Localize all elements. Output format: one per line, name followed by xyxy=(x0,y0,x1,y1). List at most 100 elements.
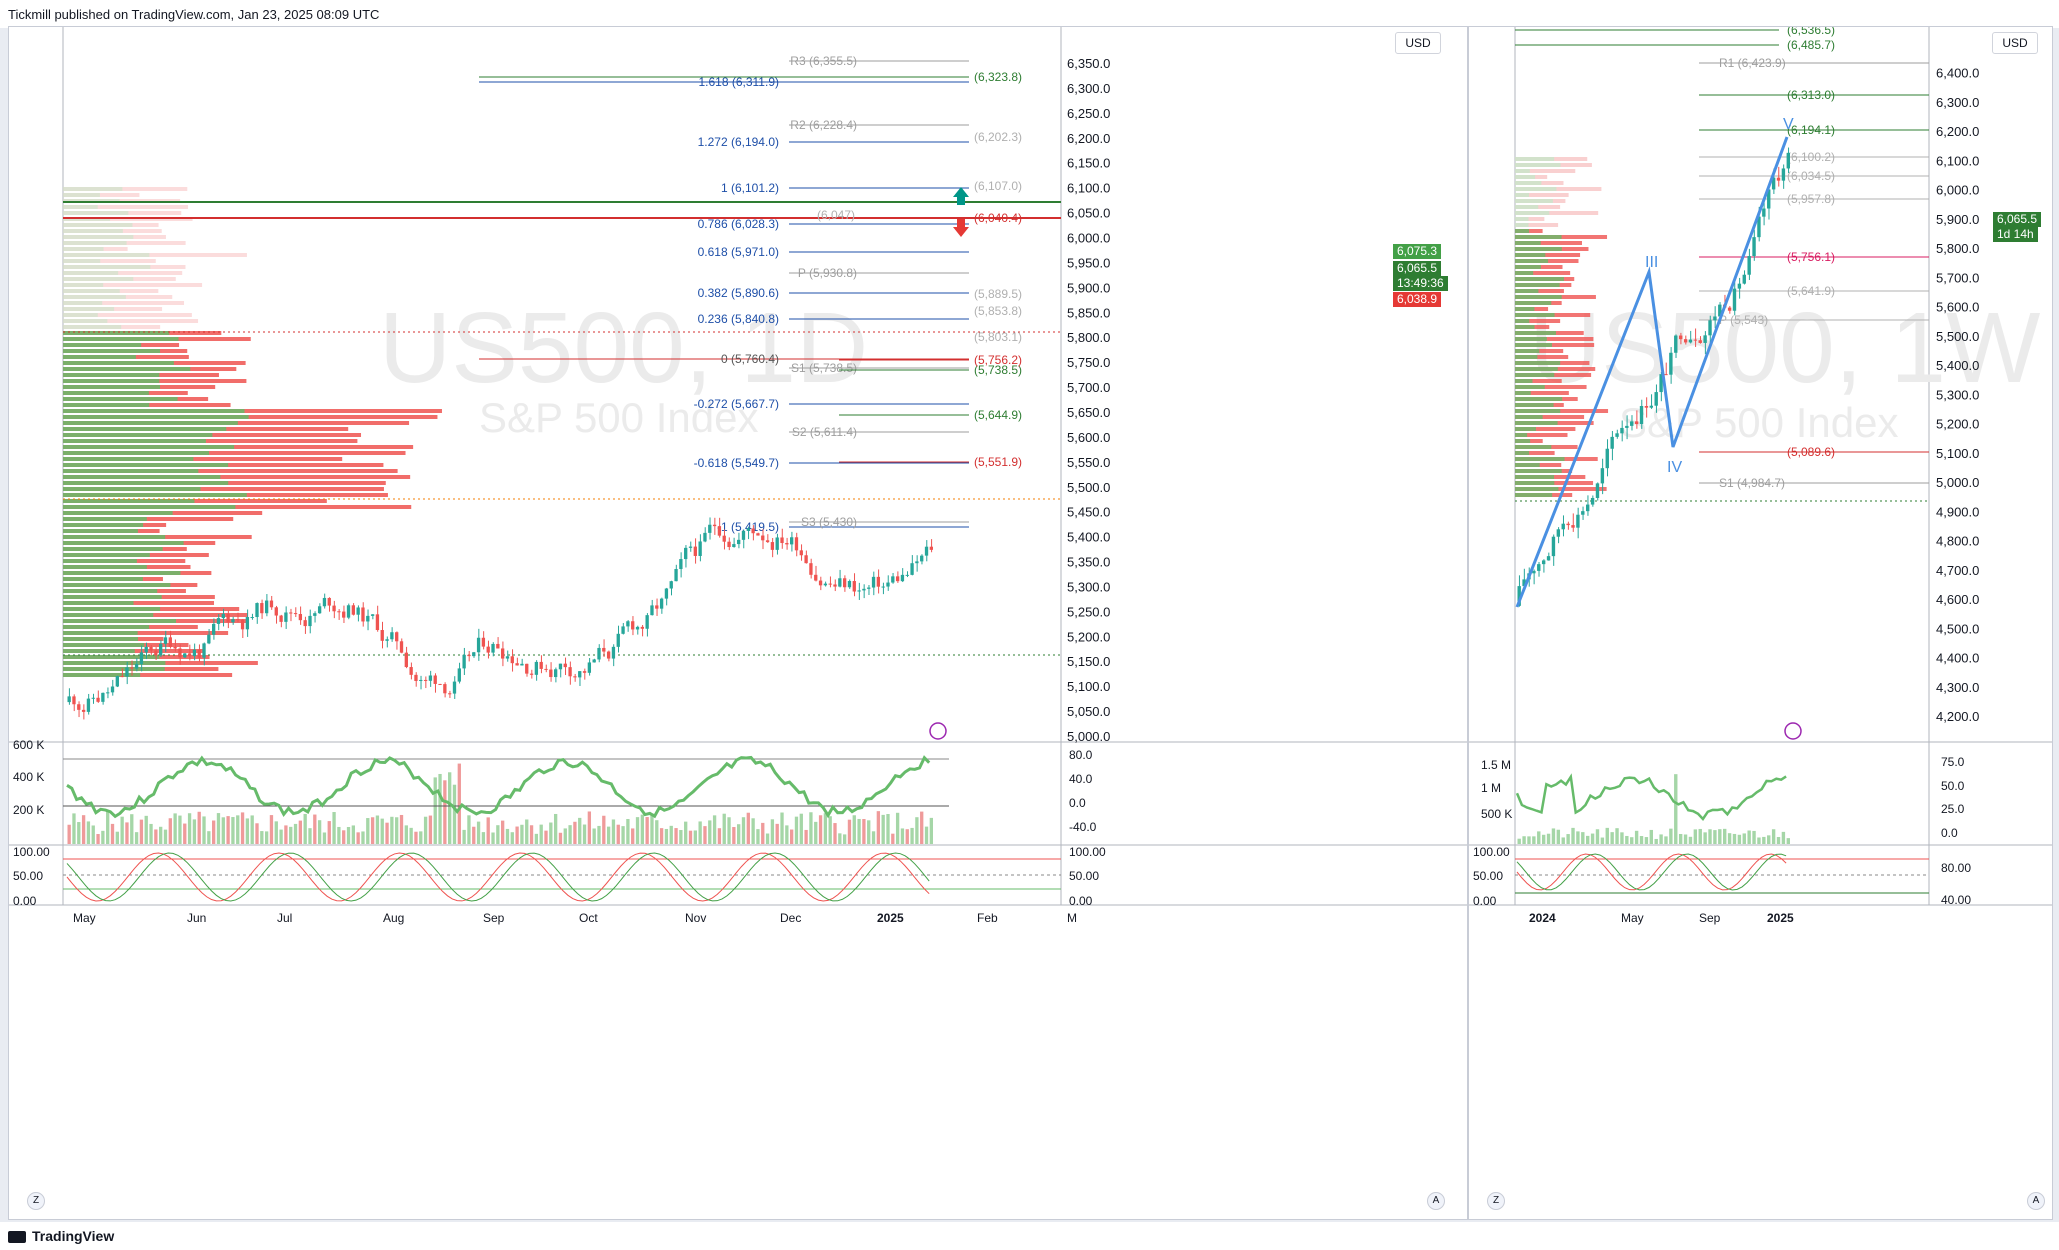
volume-profile-bar-buy xyxy=(1515,319,1530,323)
volume-profile-bar-sell xyxy=(63,409,442,413)
price-axis-label: 5,500.0 xyxy=(1936,329,1979,344)
volume-bar xyxy=(765,833,770,844)
volume-bar xyxy=(592,828,596,844)
volume-bar xyxy=(1781,831,1786,844)
volume-profile-bar-buy xyxy=(63,373,160,377)
candle-body xyxy=(120,676,124,678)
candle-body xyxy=(240,619,245,630)
currency-button[interactable]: USD xyxy=(1395,32,1441,54)
daily-chart-panel[interactable]: US500, 1D S&P 500 Index 6,350.0 6,300.0 6,25… xyxy=(8,26,1468,1220)
candle-body xyxy=(794,537,799,551)
volume-profile-bar-buy xyxy=(63,295,126,299)
weekly-chart-panel[interactable]: US500, 1W S&P 500 Index 6,400.0 6,300.0 6,20… xyxy=(1468,26,2053,1220)
volume-bar xyxy=(1771,829,1776,844)
candle-body xyxy=(842,578,847,588)
candle-body xyxy=(833,584,837,587)
candle-body xyxy=(173,646,177,649)
volume-bar xyxy=(525,819,529,844)
volume-profile-bar-buy xyxy=(1515,361,1561,365)
volume-bar xyxy=(159,826,163,844)
price-axis-label: 6,200.0 xyxy=(1936,124,1979,139)
price-axis-label: 6,000.0 xyxy=(1067,231,1110,246)
volume-bar xyxy=(395,817,399,844)
candle-body xyxy=(448,693,452,695)
weekly-chart-canvas[interactable]: US500, 1WS&P 500 Index 6,400.0 6,300.0 6,20… xyxy=(1469,27,2052,1219)
red-level-label: (6,040.4) xyxy=(974,211,1022,225)
volume-bar xyxy=(785,825,789,844)
price-axis-label: 6,250.0 xyxy=(1067,106,1110,121)
daily-chart-canvas[interactable]: US500, 1DS&P 500 Index 6,350.0 6,300.0 6,25… xyxy=(9,27,1467,1219)
volume-bar xyxy=(1742,833,1746,844)
volume-bar xyxy=(414,831,418,844)
price-axis-label: 5,350.0 xyxy=(1067,555,1110,570)
candle-body xyxy=(260,603,264,614)
volume-bar xyxy=(1634,830,1639,844)
volume-bar xyxy=(1517,838,1521,844)
candle-body xyxy=(737,539,741,545)
volume-profile-bar-sell xyxy=(63,631,229,635)
price-axis-label: 4,900.0 xyxy=(1936,504,1979,519)
volume-profile-bar-buy xyxy=(1515,415,1543,419)
candle-body xyxy=(871,576,876,588)
volume-bar xyxy=(1546,833,1551,844)
volume-profile-bar-buy xyxy=(63,241,127,245)
volume-bar xyxy=(187,813,192,844)
volume-profile-bar-buy xyxy=(63,613,154,617)
volume-profile-bar-buy xyxy=(63,283,104,287)
volume-bar xyxy=(144,815,148,844)
zoom-reset-button[interactable]: Z xyxy=(27,1192,45,1210)
price-axis-label: 5,100.0 xyxy=(1067,679,1110,694)
candle-body xyxy=(250,617,254,619)
candle-body xyxy=(549,669,553,678)
candle-body xyxy=(886,582,890,587)
volume-bar xyxy=(669,825,673,844)
volume-bar xyxy=(1786,838,1790,844)
volume-profile-bar-buy xyxy=(63,427,227,431)
price-axis-label: 6,150.0 xyxy=(1067,156,1110,171)
auto-scale-button[interactable]: A xyxy=(1427,1192,1445,1210)
volume-bar xyxy=(1595,829,1600,844)
volume-bar xyxy=(1625,835,1629,844)
volume-bar xyxy=(732,827,736,844)
volume-bar xyxy=(688,830,693,844)
volume-bar xyxy=(173,813,177,844)
volume-profile-bar-sell xyxy=(63,193,140,197)
volume-profile-bar-buy xyxy=(63,481,229,485)
pivot-level-label: S1 (5,738.5) xyxy=(791,361,857,375)
volume-bar xyxy=(110,823,115,844)
volume-profile-bar-sell xyxy=(1515,427,1576,431)
volume-bar xyxy=(1678,833,1683,844)
currency-button-weekly[interactable]: USD xyxy=(1992,32,2038,54)
candle-body xyxy=(409,667,413,675)
tradingview-logo[interactable]: TradingView xyxy=(8,1228,114,1244)
auto-scale-button-weekly[interactable]: A xyxy=(2027,1192,2045,1210)
volume-bar xyxy=(501,820,505,844)
candle-body xyxy=(1517,586,1521,606)
candle-body xyxy=(606,651,611,659)
volume-profile-bar-buy xyxy=(63,673,141,677)
volume-profile-bar-buy xyxy=(1515,247,1562,251)
candle-body xyxy=(110,686,115,693)
volume-bar xyxy=(578,817,582,844)
volume-bar xyxy=(558,832,563,844)
volume-bar xyxy=(1615,828,1619,844)
volume-profile-bar-buy xyxy=(1515,199,1553,203)
volume-profile-bar-buy xyxy=(63,625,150,629)
volume-bar xyxy=(756,829,760,844)
time-axis-label: Sep xyxy=(483,911,505,925)
volume-profile-bar-buy xyxy=(1515,421,1558,425)
volume-bar xyxy=(842,834,847,844)
zoom-reset-button-weekly[interactable]: Z xyxy=(1487,1192,1505,1210)
pivot-level-label: P (5,930.8) xyxy=(798,266,857,280)
time-axis-label: M xyxy=(1067,911,1077,925)
price-axis-label: 5,700.0 xyxy=(1067,380,1110,395)
volume-profile-bar-buy xyxy=(63,463,229,467)
candle-body xyxy=(534,661,539,675)
candle-body xyxy=(433,675,437,684)
candle-body xyxy=(457,668,461,682)
candle-body xyxy=(823,583,828,586)
lightning-icon xyxy=(1784,722,1802,740)
volume-bar xyxy=(1590,833,1595,844)
volume-profile-bar-buy xyxy=(1515,289,1539,293)
time-axis-label: May xyxy=(1621,911,1644,925)
